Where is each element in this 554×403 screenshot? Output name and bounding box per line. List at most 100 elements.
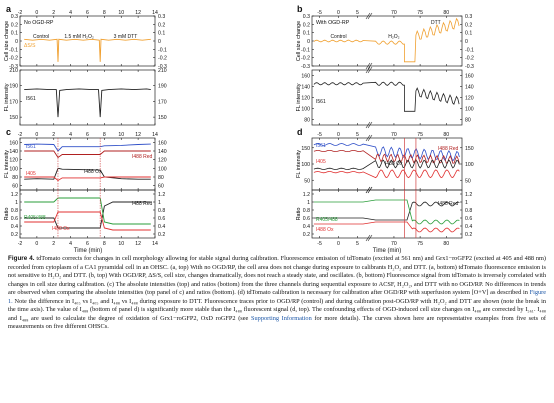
y-tick-label: 80: [12, 175, 18, 181]
panel-a-title: No OGD-RP: [24, 20, 54, 26]
panel-label-a: a: [6, 4, 12, 14]
y-tick-label: -0.1: [9, 47, 18, 53]
y-tick-label: 150: [9, 115, 18, 121]
y-tick-label: 0.2: [303, 232, 310, 238]
y-tick-label-right: 0: [465, 39, 468, 45]
x-tick-label-top: 75: [417, 132, 423, 138]
y-tick-label-right: -0.2: [465, 56, 474, 62]
series-label: I561: [26, 144, 36, 150]
y-axis-label: Cell size change: [296, 21, 302, 61]
y-tick-label-right: 0.4: [158, 224, 165, 230]
plot-frame: [311, 189, 463, 239]
panel-b-title: With OGD-RP: [316, 20, 350, 26]
y-tick-label-right: 0.1: [158, 31, 165, 37]
caption-label: Figure 4.: [8, 255, 35, 262]
x-tick-label: 2: [52, 241, 55, 247]
series-line: [24, 176, 151, 182]
x-tick-label: 0: [337, 241, 340, 247]
panel-label-d: d: [297, 127, 303, 137]
i561-trace: [313, 81, 460, 112]
series-line: [24, 143, 151, 152]
y-tick-label: 0.2: [11, 22, 18, 28]
series-label: I561: [316, 143, 326, 149]
ratio-405-488-trace: [313, 199, 460, 225]
y-tick-label-right: 120: [158, 158, 167, 164]
y-tick-label-right: 0.8: [465, 208, 472, 214]
x-tick-label-top: 5: [356, 10, 359, 16]
y-tick-label: 0.6: [303, 216, 310, 222]
series-label: ΔS/S: [24, 43, 36, 49]
series-label: I488 Ox: [385, 161, 403, 167]
y-tick-label-right: 50: [465, 178, 471, 184]
annotation-h2o2: H₂O₂: [388, 34, 399, 40]
x-tick-label-top: -2: [18, 132, 23, 138]
axis-break-mark: [365, 186, 371, 194]
annotation-control: Control: [33, 34, 49, 40]
figure-4: -0.3-0.3-0.2-0.2-0.1-0.1000.10.10.20.20.…: [4, 4, 474, 254]
y-tick-label: 0.1: [303, 31, 310, 37]
y-tick-label-right: 0.2: [465, 232, 472, 238]
panel-b-bottom: 80 80 100 100 120 120 140 140 160 160 FL intensity…: [296, 66, 474, 129]
x-tick-label-top: 0: [337, 132, 340, 138]
x-tick-label-top: 4: [69, 132, 72, 138]
panel-label-c: c: [6, 127, 11, 137]
x-tick-label-top: 10: [118, 132, 124, 138]
supporting-info-link[interactable]: Supporting Information: [251, 314, 312, 322]
i405-trace: [313, 169, 460, 179]
x-tick-label-top: 75: [417, 10, 423, 16]
x-tick-label-top: -5: [317, 10, 322, 16]
axis-break-mark: [365, 62, 371, 70]
series-label: I405: [316, 159, 326, 165]
x-tick-label-top: 2: [52, 132, 55, 138]
axis-break-mark: [365, 134, 371, 142]
series-line: [24, 211, 151, 231]
x-tick-label-top: 0: [35, 132, 38, 138]
y-tick-label: 0.2: [11, 232, 18, 238]
x-tick-label: 0: [35, 241, 38, 247]
y-tick-label: 140: [9, 149, 18, 155]
axis-break-mark: [365, 234, 371, 242]
axis-break-mark: [365, 66, 371, 74]
y-tick-label: 1: [15, 200, 18, 206]
panel-c-bottom: 0.2 0.2 0.4 0.4 0.6 0.6 0.8 0.8 1 1 1.2 1.2 Ratio -2 0…: [4, 189, 165, 247]
y-tick-label-right: 160: [158, 140, 167, 146]
panel-label-b: b: [297, 4, 303, 14]
y-tick-label-right: 1: [158, 200, 161, 206]
x-tick-label-top: 0: [35, 10, 38, 16]
annotation-dtt: 3 mM DTT: [114, 34, 138, 40]
x-tick-label: 10: [118, 241, 124, 247]
caption-text-2: Note the difference in I₄₀₅ vs I₄₀₅ and …: [8, 297, 546, 322]
x-tick-label-top: 14: [152, 132, 158, 138]
y-tick-label: -0.2: [9, 56, 18, 62]
panel-a-bottom: 150 150 170 170 190 190 210 210 FL intensity I561: [4, 68, 167, 126]
y-axis-label: Ratio: [4, 208, 10, 221]
x-tick-label-top: 8: [103, 132, 106, 138]
figure-1-link[interactable]: Figure 1.: [8, 289, 547, 305]
series-label: I488 Red: [438, 146, 459, 152]
y-tick-label-right: 0.3: [465, 14, 472, 20]
y-tick-label: 1.2: [303, 192, 310, 198]
series-label: I488 Ox: [84, 169, 102, 175]
y-tick-label-right: -0.1: [465, 47, 474, 53]
y-tick-label-right: 0.6: [465, 216, 472, 222]
y-tick-label: 140: [301, 85, 310, 91]
y-axis-label: FL intensity: [296, 150, 302, 178]
series-line: [24, 167, 151, 180]
series-line: [24, 88, 151, 118]
y-axis-label: FL intensity: [4, 83, 10, 111]
y-tick-label: 50: [304, 178, 310, 184]
series-label: R405/488: [316, 217, 338, 223]
x-tick-label: 12: [135, 241, 141, 247]
panel-b: -0.3 -0.3 -0.2 -0.2 -0.1 -0.1 0 0 0.1 0.1 0.2 0.2 0.…: [296, 10, 474, 70]
y-tick-label-right: 0.1: [465, 31, 472, 37]
figure-caption: Figure 4. tdTomato corrects for changes …: [8, 255, 546, 332]
x-tick-label: 8: [103, 241, 106, 247]
y-tick-label: 0: [307, 39, 310, 45]
plot-frame: [19, 189, 156, 239]
axis-break-mark: [367, 134, 373, 142]
axis-break-mark: [367, 121, 373, 129]
x-tick-label: 75: [417, 241, 423, 247]
axis-break-mark: [367, 234, 373, 242]
series-label: I488 Ox: [52, 226, 70, 232]
